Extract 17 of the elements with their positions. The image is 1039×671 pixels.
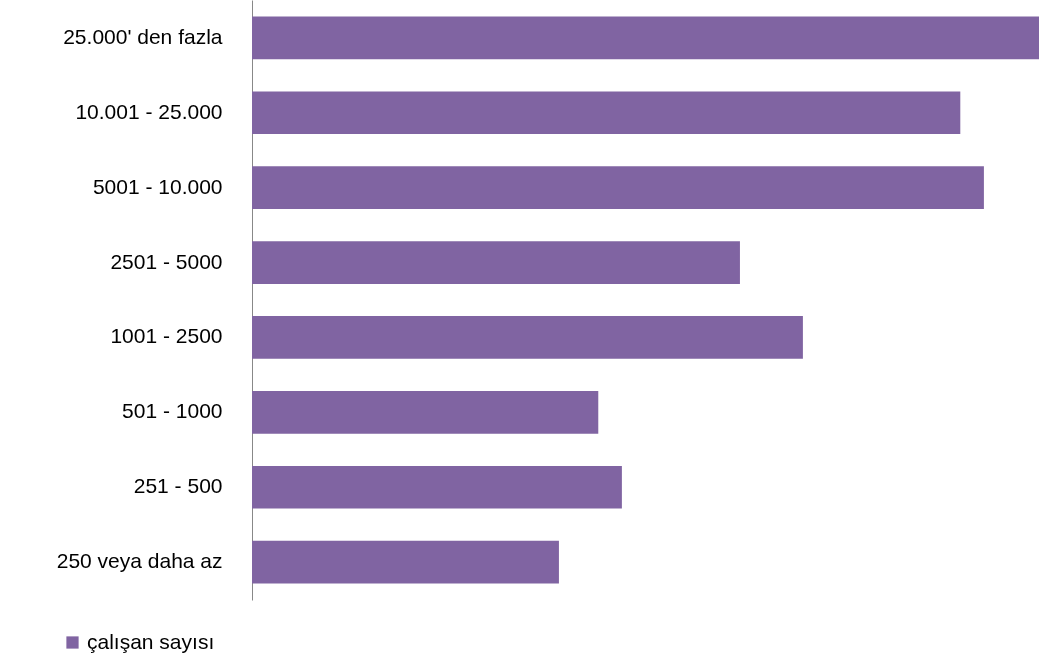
bar: [252, 166, 984, 209]
bar: [252, 465, 622, 509]
bar: [252, 91, 961, 135]
y-tick-label: 250 veya daha az: [56, 549, 223, 573]
y-tick-label: 1001 - 2500: [110, 324, 223, 348]
y-tick-label: 501 - 1000: [122, 399, 223, 423]
y-tick-label: 251 - 500: [133, 474, 223, 498]
bar: [252, 391, 599, 434]
bar: [252, 16, 1039, 60]
y-tick-label: 2501 - 5000: [110, 249, 223, 273]
y-tick-label: 25.000' den fazla: [63, 24, 223, 48]
y-tick-label: 10.001 - 25.000: [75, 99, 223, 123]
legend-label: çalışan sayısı: [87, 629, 215, 653]
y-tick-label: 5001 - 10.000: [92, 174, 223, 198]
bar: [252, 316, 803, 359]
bar: [252, 241, 740, 284]
bar: [252, 540, 559, 584]
